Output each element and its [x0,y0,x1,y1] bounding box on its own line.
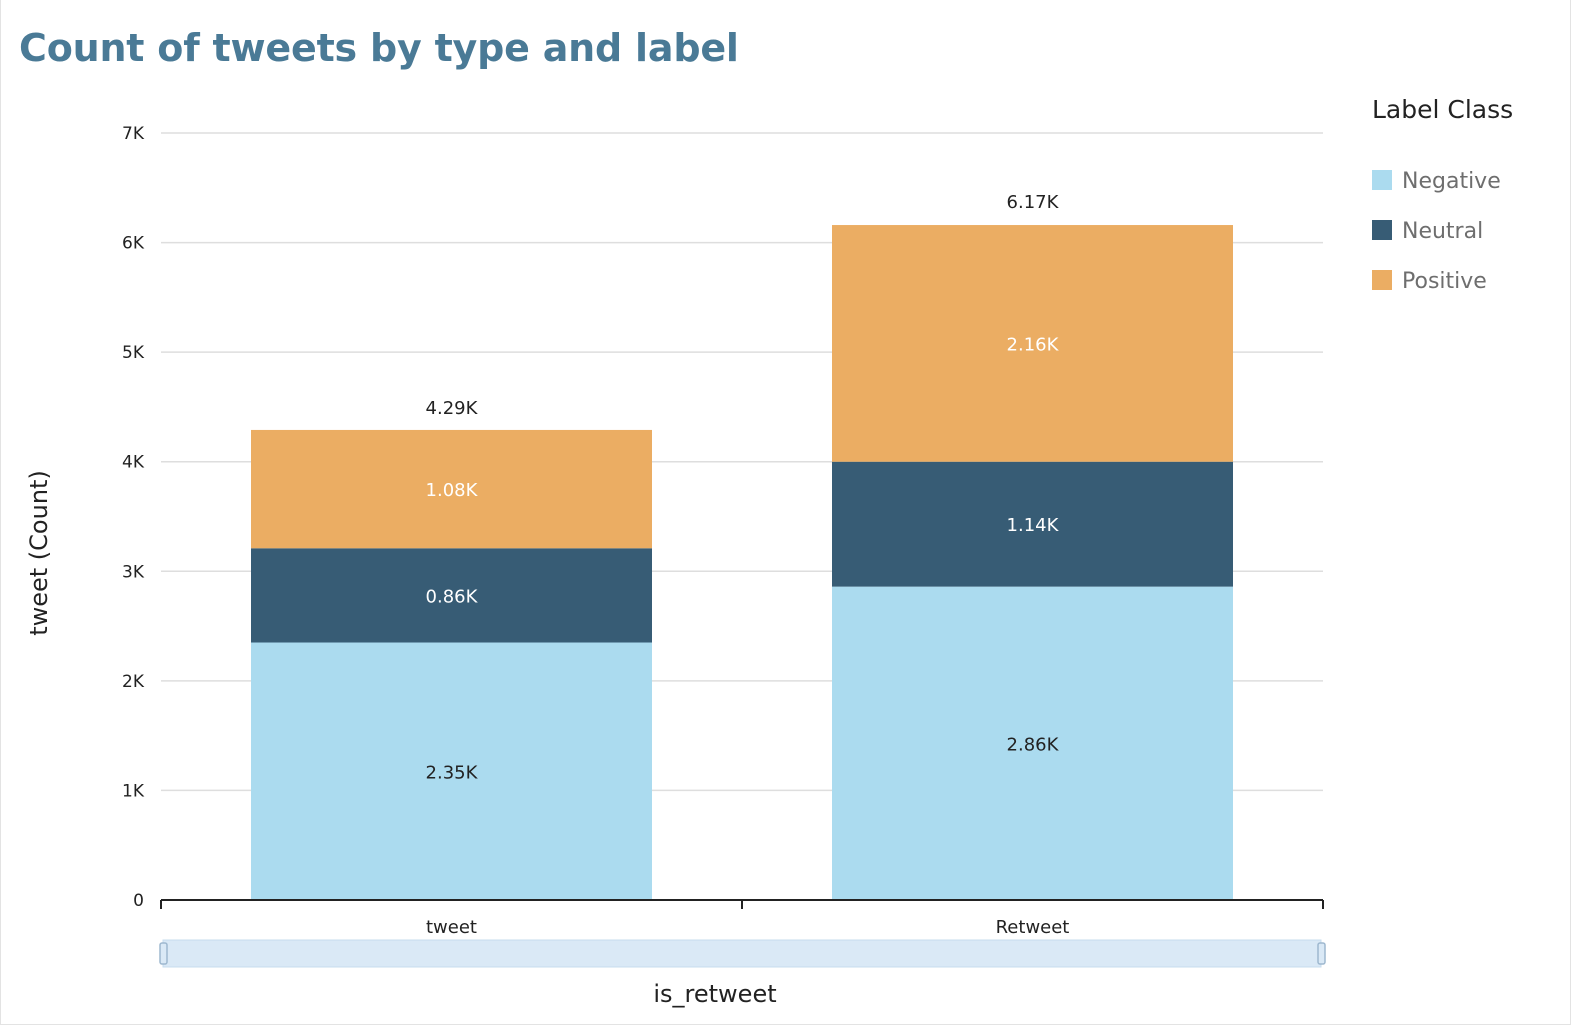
y-tick-label: 0 [133,891,144,911]
bar-segment-neutral[interactable] [251,548,652,643]
range-slider-track[interactable] [162,939,1322,968]
legend-item-neutral[interactable]: Neutral [1402,219,1483,244]
bar-segment-positive[interactable] [832,225,1233,462]
bar-segment-negative[interactable] [832,586,1233,900]
data-label: 2.35K [426,762,479,783]
data-label: 0.86K [426,586,479,607]
data-label: 1.14K [1007,515,1060,536]
x-axis-title: is_retweet [653,980,776,1008]
total-label: 4.29K [426,398,479,419]
data-label: 2.16K [1007,334,1060,355]
data-label: 2.86K [1007,734,1060,755]
y-tick-label: 2K [122,672,145,692]
total-label: 6.17K [1007,192,1060,213]
chart-title: Count of tweets by type and label [19,26,739,70]
range-slider-handle-right[interactable] [1317,942,1326,965]
x-tick-label: Retweet [996,917,1070,938]
x-tick-label: tweet [426,917,477,938]
y-axis-title: tweet (Count) [25,470,53,636]
y-tick-label: 7K [122,124,145,144]
legend-item-negative[interactable]: Negative [1402,169,1501,194]
legend-swatch-negative[interactable] [1372,170,1392,190]
bar-segment-negative[interactable] [251,642,652,900]
bar-segment-neutral[interactable] [832,461,1233,587]
y-tick-label: 4K [122,453,145,473]
range-slider-handle-left[interactable] [159,942,168,965]
data-label: 1.08K [426,480,479,501]
legend-item-positive[interactable]: Positive [1402,269,1487,294]
legend-swatch-positive[interactable] [1372,270,1392,290]
y-tick-label: 3K [122,562,145,582]
y-tick-label: 5K [122,343,145,363]
legend-swatch-neutral[interactable] [1372,220,1392,240]
bar-segment-positive[interactable] [251,429,652,549]
y-tick-label: 1K [122,781,145,801]
legend-title: Label Class [1372,95,1513,124]
y-tick-label: 6K [122,234,145,254]
